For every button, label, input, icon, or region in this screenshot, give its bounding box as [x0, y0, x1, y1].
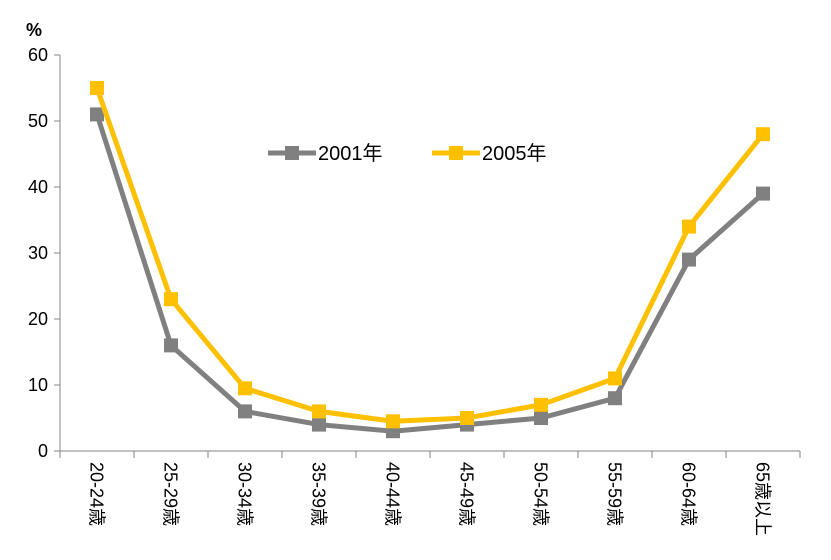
data-point [534, 411, 548, 425]
data-point [682, 252, 696, 267]
data-point [238, 404, 252, 419]
y-tick-label: 0 [38, 441, 48, 461]
x-tick-label: 55-59歳 [605, 462, 625, 526]
x-tick-label: 45-49歳 [457, 462, 477, 526]
y-tick-label: 60 [28, 45, 48, 65]
chart-axes: 0 10 20 30 40 50 60% 20-24歳 25-29歳 30-34歳 35-39歳 40… [26, 20, 801, 536]
x-tick-label: 40-44歳 [383, 462, 403, 526]
series-1 [90, 81, 770, 429]
y-tick-label: 40 [28, 177, 48, 197]
data-point [460, 411, 474, 425]
legend-marker [285, 146, 299, 160]
legend-item: 2001年 [268, 142, 383, 165]
data-point [164, 292, 178, 307]
legend-label: 2005年 [482, 142, 547, 165]
x-tick-label: 20-24歳 [87, 462, 107, 526]
data-point [534, 397, 548, 412]
x-tick-label: 60-64歳 [679, 462, 699, 526]
y-tick-label: 10 [28, 375, 48, 395]
x-tick-label: 50-54歳 [531, 462, 551, 526]
data-point [608, 391, 622, 406]
y-tick-label: 20 [28, 309, 48, 329]
data-point [608, 371, 622, 386]
data-point [756, 186, 770, 201]
data-point [682, 219, 696, 234]
data-point [164, 338, 178, 353]
chart-series [90, 81, 770, 439]
data-point [90, 81, 104, 95]
legend-marker [449, 146, 463, 160]
x-tick-label: 25-29歳 [161, 462, 181, 526]
data-point [312, 417, 326, 432]
x-tick-label: 35-39歳 [309, 462, 329, 526]
series-line [94, 87, 765, 424]
chart-legend: 2001年 2005年 [268, 142, 547, 165]
legend-label: 2001年 [318, 142, 383, 165]
x-tick-label: 65歳以上 [753, 462, 773, 536]
data-point [756, 127, 770, 142]
legend-item: 2005年 [432, 142, 547, 165]
data-point [238, 381, 252, 396]
data-point [312, 404, 326, 419]
y-tick-label: 50 [28, 111, 48, 131]
data-point [90, 107, 104, 122]
y-tick-label: 30 [28, 243, 48, 263]
series-line [94, 113, 765, 434]
data-point [386, 414, 400, 429]
x-tick-label: 30-34歳 [235, 462, 255, 526]
y-axis-unit-label: % [26, 20, 42, 40]
